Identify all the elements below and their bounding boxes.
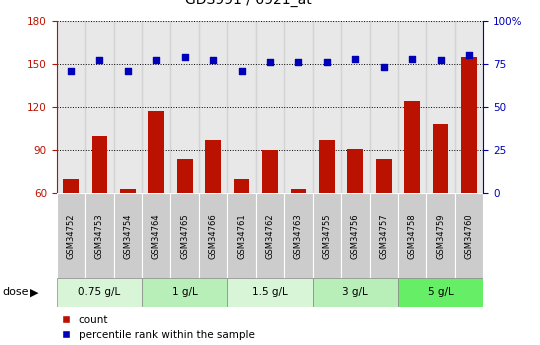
Bar: [142, 193, 171, 279]
Point: [465, 52, 474, 58]
Text: GSM34755: GSM34755: [322, 214, 332, 259]
Bar: [142, 278, 227, 307]
Bar: [341, 21, 369, 193]
Text: ▶: ▶: [30, 287, 38, 297]
Point: [237, 68, 246, 73]
Text: GSM34763: GSM34763: [294, 214, 303, 259]
Bar: [177, 159, 192, 193]
Bar: [171, 193, 199, 279]
Point: [209, 58, 218, 63]
Point: [380, 65, 388, 70]
Text: 0.75 g/L: 0.75 g/L: [78, 287, 120, 297]
Bar: [234, 179, 249, 193]
Text: GSM34761: GSM34761: [237, 214, 246, 259]
Text: 5 g/L: 5 g/L: [428, 287, 454, 297]
Text: GSM34759: GSM34759: [436, 214, 445, 259]
Bar: [455, 193, 483, 279]
Bar: [313, 278, 398, 307]
Bar: [341, 193, 369, 279]
Bar: [113, 21, 142, 193]
Point: [322, 59, 331, 65]
Bar: [148, 111, 164, 193]
Bar: [142, 21, 171, 193]
Bar: [319, 140, 335, 193]
Bar: [85, 193, 113, 279]
Bar: [398, 193, 427, 279]
Bar: [461, 57, 477, 193]
Bar: [256, 21, 284, 193]
Bar: [291, 189, 306, 193]
Bar: [85, 21, 113, 193]
Text: GSM34765: GSM34765: [180, 214, 189, 259]
Point: [95, 58, 104, 63]
Bar: [171, 21, 199, 193]
Bar: [205, 140, 221, 193]
Bar: [284, 21, 313, 193]
Point: [124, 68, 132, 73]
Text: GSM34766: GSM34766: [208, 214, 218, 259]
Bar: [455, 21, 483, 193]
Text: GSM34762: GSM34762: [266, 214, 274, 259]
Bar: [404, 101, 420, 193]
Point: [66, 68, 75, 73]
Text: 3 g/L: 3 g/L: [342, 287, 368, 297]
Bar: [120, 189, 136, 193]
Bar: [199, 193, 227, 279]
Point: [152, 58, 160, 63]
Text: 1 g/L: 1 g/L: [172, 287, 198, 297]
Bar: [427, 193, 455, 279]
Bar: [369, 193, 398, 279]
Text: GDS991 / 6921_at: GDS991 / 6921_at: [185, 0, 312, 7]
Bar: [92, 136, 107, 193]
Bar: [57, 193, 85, 279]
Text: dose: dose: [3, 287, 29, 297]
Bar: [227, 278, 313, 307]
Bar: [284, 193, 313, 279]
Bar: [398, 21, 427, 193]
Bar: [113, 193, 142, 279]
Bar: [398, 278, 483, 307]
Text: GSM34758: GSM34758: [408, 214, 417, 259]
Point: [266, 59, 274, 65]
Point: [408, 56, 416, 61]
Bar: [227, 21, 256, 193]
Bar: [427, 21, 455, 193]
Text: 1.5 g/L: 1.5 g/L: [252, 287, 288, 297]
Bar: [256, 193, 284, 279]
Text: GSM34753: GSM34753: [95, 214, 104, 259]
Bar: [63, 179, 79, 193]
Text: GSM34764: GSM34764: [152, 214, 161, 259]
Text: GSM34760: GSM34760: [464, 214, 474, 259]
Bar: [227, 193, 256, 279]
Point: [436, 58, 445, 63]
Bar: [313, 21, 341, 193]
Bar: [199, 21, 227, 193]
Text: GSM34757: GSM34757: [379, 214, 388, 259]
Point: [351, 56, 360, 61]
Bar: [376, 159, 392, 193]
Text: GSM34754: GSM34754: [123, 214, 132, 259]
Point: [294, 59, 303, 65]
Text: GSM34756: GSM34756: [351, 214, 360, 259]
Legend: count, percentile rank within the sample: count, percentile rank within the sample: [62, 315, 254, 340]
Bar: [348, 149, 363, 193]
Bar: [433, 124, 448, 193]
Bar: [57, 21, 85, 193]
Bar: [313, 193, 341, 279]
Point: [180, 54, 189, 60]
Bar: [369, 21, 398, 193]
Bar: [262, 150, 278, 193]
Bar: [57, 278, 142, 307]
Text: GSM34752: GSM34752: [66, 214, 76, 259]
